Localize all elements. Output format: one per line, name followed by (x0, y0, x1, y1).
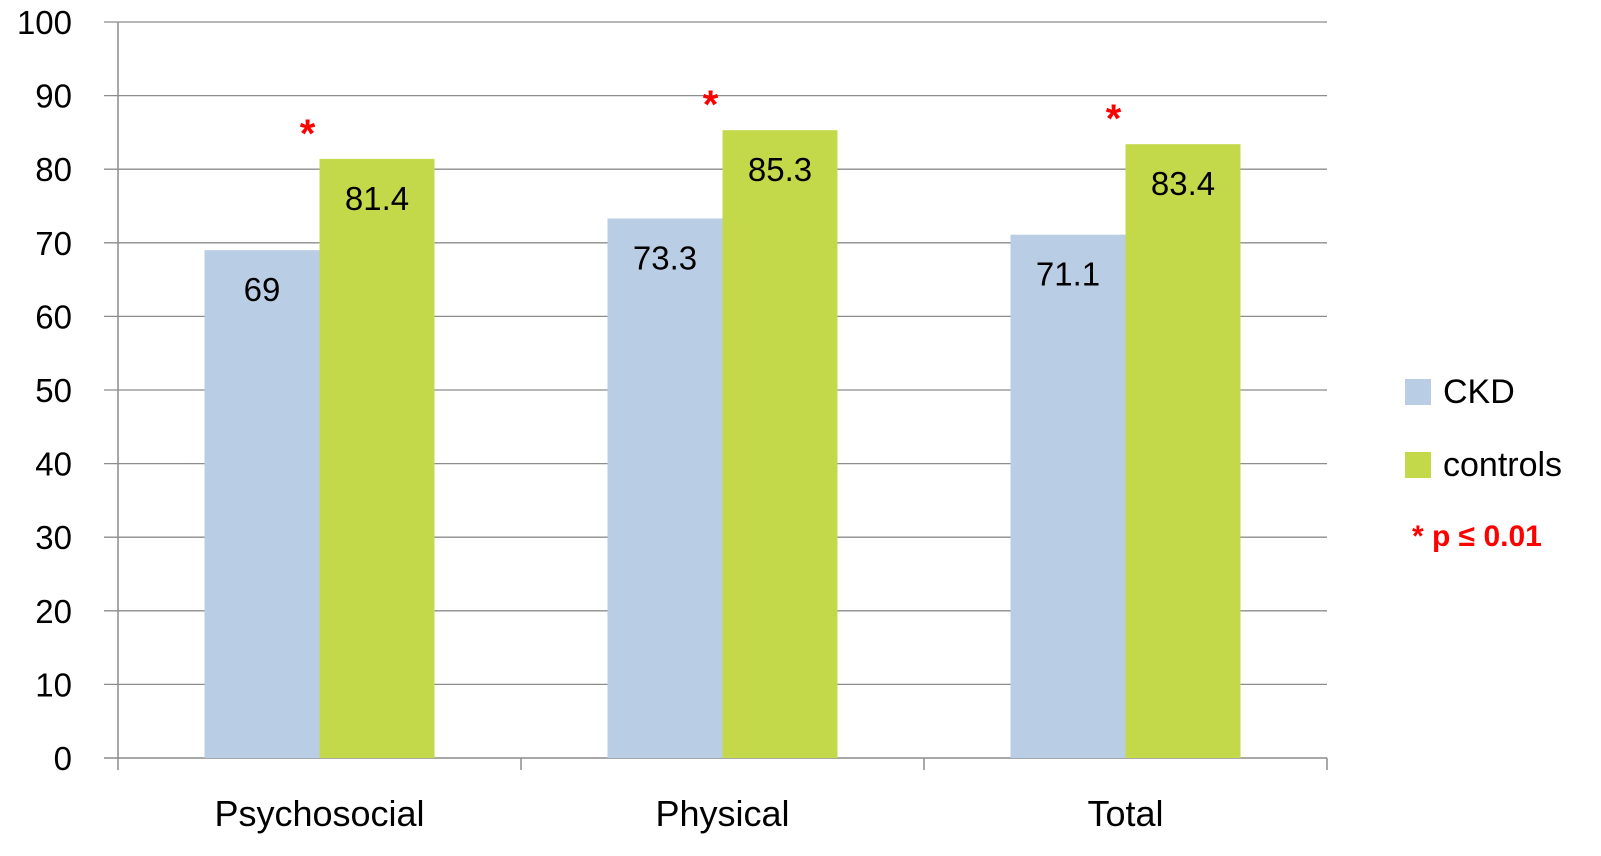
bar-controls-total (1125, 144, 1241, 758)
significance-star-psychosocial: * (300, 112, 316, 156)
y-tick-label-90: 90 (35, 78, 72, 115)
y-tick-label-80: 80 (35, 151, 72, 188)
bar-controls-psychosocial (319, 158, 435, 758)
bar-controls-physical (722, 130, 838, 758)
data-label-controls-physical: 85.3 (748, 151, 812, 188)
significance-star-physical: * (703, 83, 719, 127)
x-category-label-total: Total (1087, 793, 1163, 834)
legend-swatch-ckd (1405, 379, 1431, 405)
y-tick-label-10: 10 (35, 666, 72, 703)
y-tick-label-50: 50 (35, 372, 72, 409)
legend-label-controls: controls (1443, 445, 1563, 484)
significance-note: * p ≤ 0.01 (1412, 520, 1542, 553)
data-label-ckd-psychosocial: 69 (244, 271, 281, 308)
data-label-controls-psychosocial: 81.4 (345, 180, 409, 217)
x-category-label-psychosocial: Psychosocial (214, 793, 424, 834)
x-category-label-physical: Physical (655, 793, 789, 834)
bar-ckd-physical (607, 218, 723, 759)
bar-ckd-total (1010, 234, 1126, 759)
legend-item-ckd: CKD (1405, 372, 1562, 412)
y-tick-label-30: 30 (35, 519, 72, 556)
legend-swatch-controls (1405, 452, 1431, 478)
y-tick-label-20: 20 (35, 593, 72, 630)
legend-item-controls: controls (1405, 445, 1562, 485)
y-tick-label-100: 100 (17, 4, 72, 41)
y-tick-label-60: 60 (35, 298, 72, 335)
y-tick-label-0: 0 (54, 740, 72, 777)
bar-ckd-psychosocial (204, 250, 320, 758)
y-tick-label-70: 70 (35, 225, 72, 262)
data-label-controls-total: 83.4 (1151, 165, 1215, 202)
legend: CKD controls (1405, 372, 1562, 518)
significance-star-total: * (1106, 97, 1122, 141)
data-label-ckd-total: 71.1 (1036, 256, 1100, 293)
data-label-ckd-physical: 73.3 (633, 240, 697, 277)
y-tick-label-40: 40 (35, 446, 72, 483)
legend-label-ckd: CKD (1443, 372, 1515, 411)
